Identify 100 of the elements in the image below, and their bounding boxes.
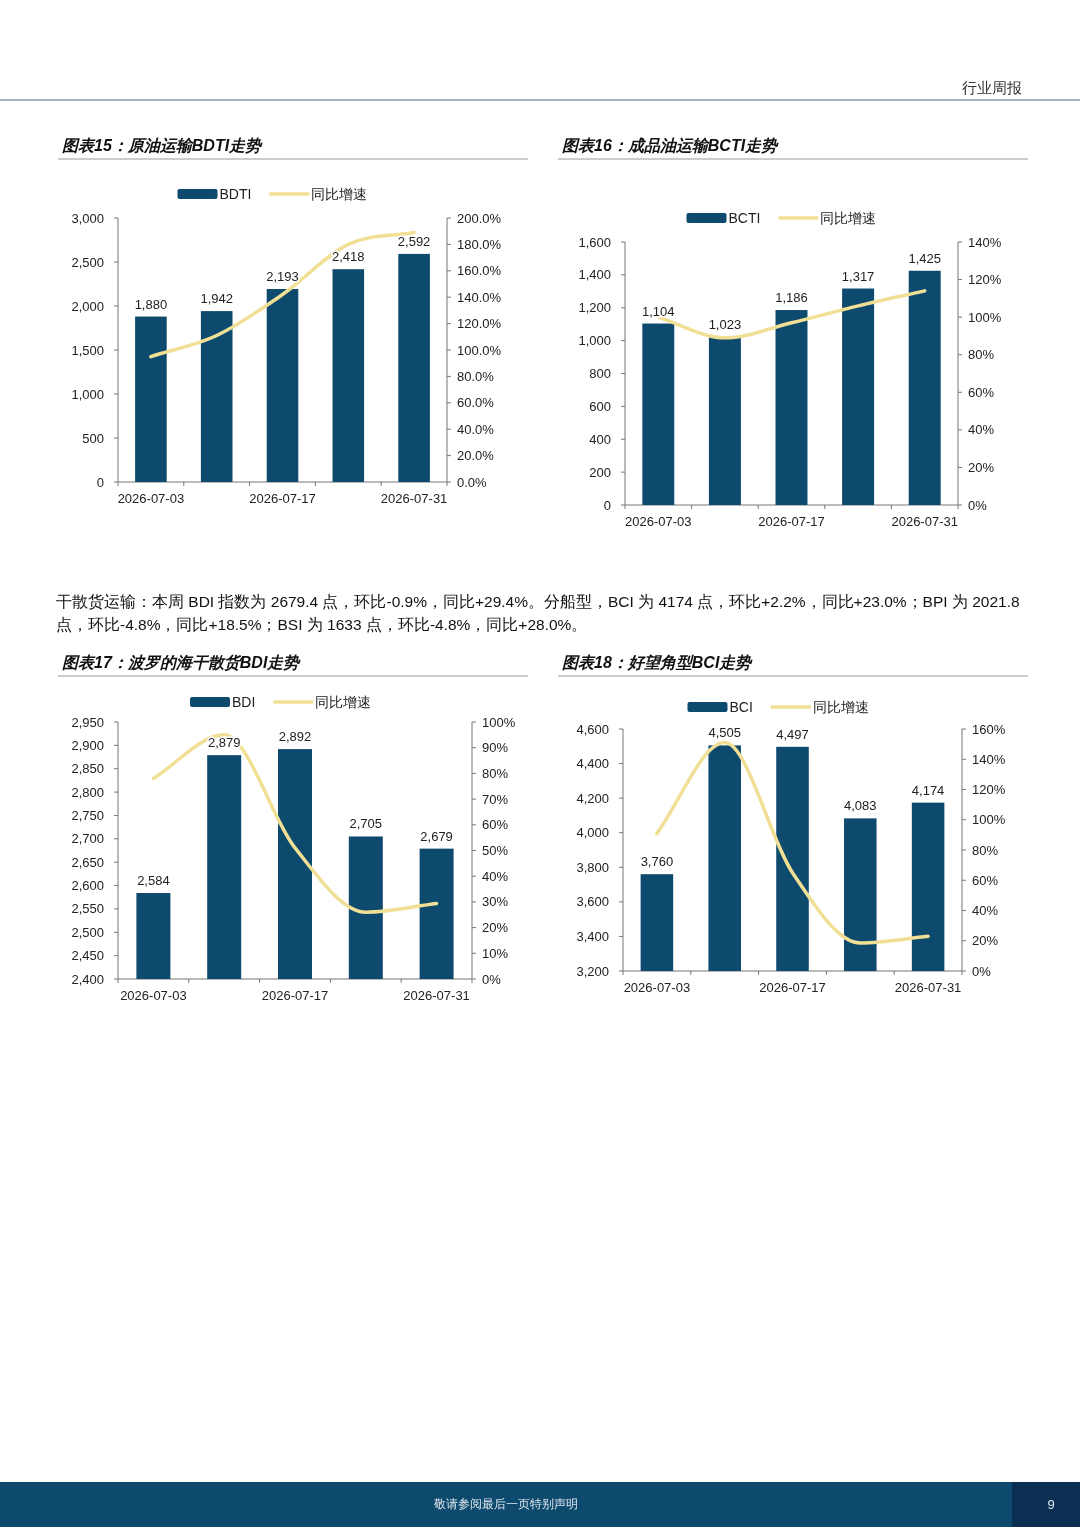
bar — [642, 323, 675, 505]
bar — [200, 311, 233, 482]
y-tick-label: 600 — [589, 398, 611, 414]
legend-label: 同比增速 — [315, 694, 372, 710]
y2-tick-label: 20% — [968, 459, 995, 475]
y2-tick-label: 0% — [968, 497, 988, 513]
y-tick-label: 0 — [603, 497, 611, 513]
y2-tick-label: 160.0% — [457, 263, 502, 279]
data-label: 1,317 — [841, 268, 875, 284]
y-tick-label: 2,450 — [71, 948, 104, 964]
x-tick-label: 2026-07-03 — [623, 980, 691, 995]
y-tick-label: 2,000 — [71, 298, 104, 314]
x-tick-label: 2026-07-03 — [625, 514, 692, 529]
y2-tick-label: 200.0% — [457, 210, 502, 226]
y2-tick-label: 100% — [972, 812, 1006, 828]
legend-label: BCTI — [728, 210, 761, 226]
data-label: 3,760 — [640, 854, 674, 870]
y-tick-label: 3,200 — [576, 963, 609, 979]
data-label: 4,174 — [911, 782, 945, 798]
x-tick-label: 2026-07-17 — [758, 514, 825, 529]
y-tick-label: 4,000 — [576, 825, 609, 841]
data-label: 1,425 — [908, 250, 941, 266]
y2-tick-label: 60.0% — [457, 395, 495, 411]
legend-label: BDTI — [219, 186, 252, 202]
y2-tick-label: 80% — [968, 347, 995, 363]
y-tick-label: 2,500 — [71, 924, 104, 940]
legend-label: 同比增速 — [812, 699, 869, 715]
y2-tick-label: 40% — [972, 903, 999, 918]
y-tick-label: 4,200 — [576, 790, 609, 806]
bar — [266, 289, 299, 482]
y2-tick-label: 20% — [972, 933, 999, 949]
legend-label: 同比增速 — [311, 186, 368, 202]
data-label: 2,705 — [349, 816, 383, 832]
y-tick-label: 2,750 — [71, 807, 104, 823]
y2-tick-label: 40% — [482, 868, 509, 884]
bar — [842, 288, 875, 505]
y-tick-label: 0 — [96, 474, 104, 490]
y2-tick-label: 80% — [972, 842, 999, 858]
y-tick-label: 2,900 — [71, 737, 104, 753]
data-label: 1,186 — [775, 290, 808, 306]
legend-label: 同比增速 — [820, 210, 877, 226]
x-tick-label: 2026-07-03 — [120, 988, 187, 1003]
y-tick-label: 4,400 — [576, 756, 609, 772]
legend-label: BDI — [232, 694, 256, 710]
y-tick-label: 500 — [82, 430, 104, 446]
x-tick-label: 2026-07-03 — [117, 491, 185, 506]
data-label: 4,083 — [844, 798, 877, 814]
y2-tick-label: 100% — [968, 309, 1002, 325]
bar — [332, 269, 365, 482]
legend-label: BCI — [729, 699, 753, 715]
y2-tick-label: 40.0% — [457, 421, 495, 437]
bar — [775, 310, 808, 505]
y-tick-label: 2,700 — [71, 831, 104, 847]
x-tick-label: 2026-07-17 — [249, 491, 316, 506]
x-tick-label: 2026-07-31 — [894, 980, 962, 995]
y-tick-label: 1,200 — [578, 300, 611, 316]
bar — [908, 270, 941, 505]
y-tick-label: 1,400 — [578, 267, 611, 283]
y-tick-label: 1,000 — [578, 333, 611, 349]
y-tick-label: 2,400 — [71, 971, 104, 987]
data-label: 2,679 — [420, 828, 453, 844]
y2-tick-label: 10% — [482, 945, 509, 961]
y2-tick-label: 20% — [482, 920, 509, 936]
data-label: 2,879 — [207, 735, 241, 751]
y-tick-label: 4,600 — [576, 721, 609, 737]
y2-tick-label: 90% — [482, 740, 509, 756]
chart-title: 图表18：好望角型BCI走势 — [562, 654, 754, 671]
y2-tick-label: 60% — [972, 872, 999, 888]
y2-tick-label: 50% — [482, 843, 509, 858]
y-tick-label: 2,650 — [71, 854, 104, 870]
y-tick-label: 3,400 — [576, 928, 609, 944]
y2-tick-label: 160% — [972, 721, 1006, 737]
y-tick-label: 3,000 — [71, 210, 104, 226]
y2-tick-label: 40% — [968, 422, 995, 438]
y2-tick-label: 140% — [972, 751, 1006, 767]
data-label: 4,505 — [708, 725, 741, 741]
y-tick-label: 800 — [589, 366, 611, 381]
y-tick-label: 2,950 — [71, 714, 104, 730]
y-tick-label: 3,600 — [576, 894, 609, 910]
y2-tick-label: 80.0% — [457, 368, 495, 384]
text: 敬请参阅最后一页特别声明 — [434, 1497, 578, 1511]
x-tick-label: 2026-07-31 — [403, 988, 470, 1003]
y2-tick-label: 20.0% — [457, 448, 495, 464]
y2-tick-label: 140.0% — [457, 289, 502, 305]
y2-tick-label: 80% — [482, 765, 509, 781]
x-tick-label: 2026-07-17 — [759, 980, 826, 995]
y2-tick-label: 120.0% — [457, 316, 502, 332]
data-label: 2,418 — [332, 249, 365, 265]
y2-tick-label: 60% — [482, 817, 509, 833]
text: 9 — [1047, 1497, 1055, 1512]
y-tick-label: 400 — [589, 431, 611, 447]
data-label: 2,892 — [278, 729, 312, 745]
y2-tick-label: 30% — [482, 894, 509, 910]
data-label: 1,023 — [708, 316, 742, 332]
y-tick-label: 1,000 — [71, 386, 104, 402]
chart-title: 图表15：原油运输BDTI走势 — [62, 137, 264, 154]
y-tick-label: 200 — [589, 464, 611, 480]
y2-tick-label: 60% — [968, 384, 995, 400]
data-label: 1,942 — [200, 291, 233, 307]
data-label: 2,193 — [266, 269, 299, 285]
